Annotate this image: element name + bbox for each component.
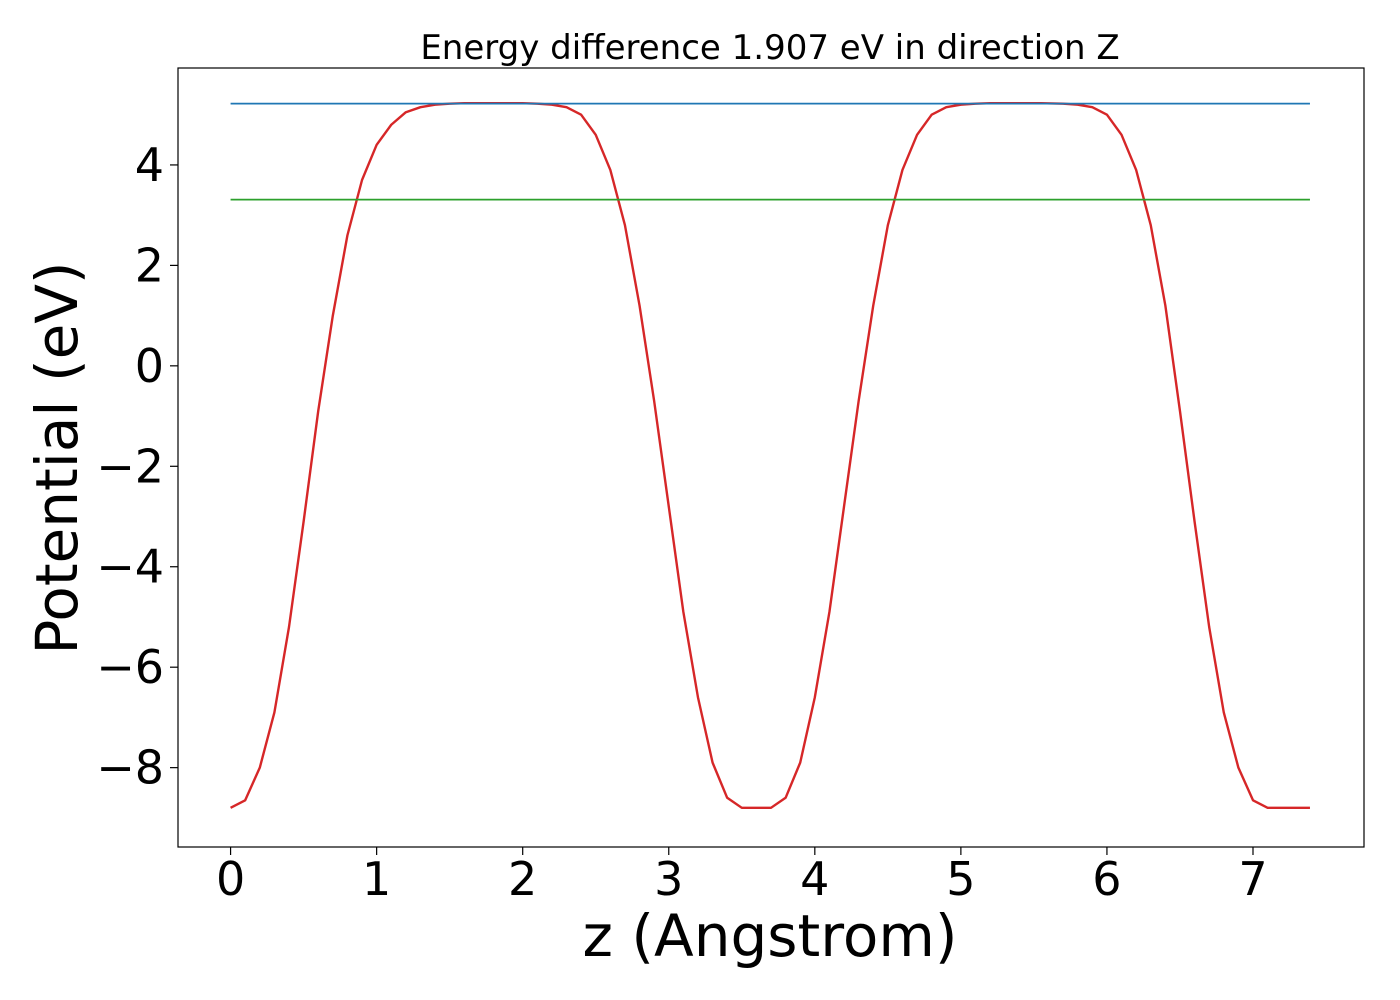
series-line-0 bbox=[230, 101, 1310, 810]
x-axis-label: z (Angstrom) bbox=[583, 902, 958, 970]
y-tick-label: 2 bbox=[135, 238, 164, 292]
y-axis-ticks: −8 −6 −4 −2 0 2 4 bbox=[96, 138, 178, 795]
y-tick-label: 0 bbox=[135, 339, 164, 393]
x-tick-label: 3 bbox=[654, 852, 683, 906]
y-tick-label: 4 bbox=[135, 138, 164, 192]
x-tick-label: 1 bbox=[362, 852, 391, 906]
series-layer bbox=[230, 101, 1310, 810]
y-axis-label: Potential (eV) bbox=[23, 261, 91, 654]
chart-title: Energy difference 1.907 eV in direction … bbox=[420, 28, 1119, 68]
x-tick-label: 6 bbox=[1092, 852, 1121, 906]
y-tick-label: −8 bbox=[96, 741, 164, 795]
x-tick-label: 4 bbox=[800, 852, 829, 906]
x-axis-ticks: 0 1 2 3 4 5 6 7 bbox=[216, 847, 1268, 906]
y-tick-label: −2 bbox=[96, 439, 164, 493]
y-tick-label: −6 bbox=[96, 640, 164, 694]
y-tick-label: −4 bbox=[96, 540, 164, 594]
plot-frame bbox=[177, 67, 1365, 848]
x-tick-label: 0 bbox=[216, 852, 245, 906]
x-tick-label: 5 bbox=[946, 852, 975, 906]
x-tick-label: 7 bbox=[1238, 852, 1267, 906]
x-tick-label: 2 bbox=[508, 852, 537, 906]
